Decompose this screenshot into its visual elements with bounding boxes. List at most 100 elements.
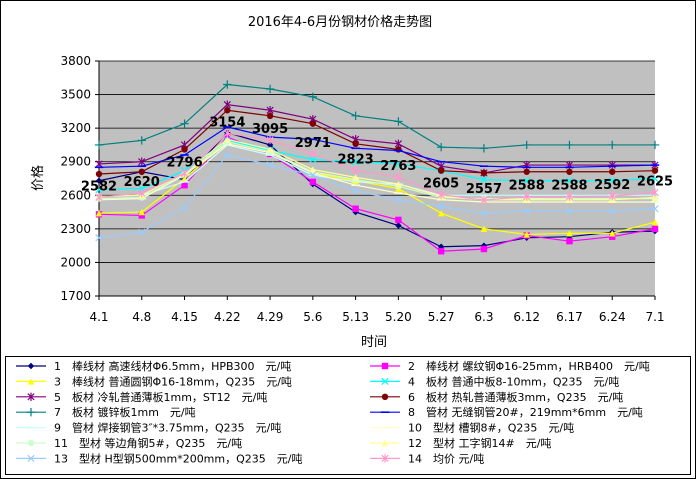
data-point <box>565 140 574 150</box>
data-point <box>138 208 145 216</box>
data-point <box>480 209 488 217</box>
data-point <box>351 187 360 195</box>
legend-label: 10 型材 槽钢8#，Q235 元/吨 <box>408 421 574 435</box>
data-point <box>651 174 659 183</box>
data-point <box>138 212 145 219</box>
data-point <box>566 168 573 175</box>
data-point <box>95 186 103 194</box>
data-point <box>224 107 231 114</box>
legend-label: 7 板材 镀锌板1mm 元/吨 <box>54 405 196 419</box>
data-point <box>480 225 488 233</box>
series-line <box>98 139 656 191</box>
data-point <box>309 149 317 158</box>
data-point <box>566 230 573 237</box>
data-point <box>609 230 616 237</box>
data-label: 2592 <box>594 178 630 193</box>
x-tick-label: 4.15 <box>171 310 198 324</box>
data-point <box>394 160 403 168</box>
data-label: 2588 <box>551 179 587 194</box>
legend-marker <box>27 454 35 463</box>
legend-item: 1 棒线材 高速线材Φ6.5mm，HPB300 元/吨 <box>16 359 291 373</box>
legend-marker <box>381 454 389 463</box>
data-point <box>437 209 445 217</box>
data-point <box>95 209 103 217</box>
legend-marker <box>27 392 35 401</box>
data-point <box>352 205 359 212</box>
data-point <box>352 174 359 181</box>
x-tick-label: 4.1 <box>89 310 108 324</box>
data-point <box>395 216 402 224</box>
y-tick-label: 2900 <box>60 155 91 169</box>
legend-marker <box>27 378 35 385</box>
data-point <box>523 231 530 238</box>
x-tick-label: 4.8 <box>132 310 151 324</box>
data-point <box>480 169 488 177</box>
data-point <box>180 119 189 128</box>
data-point <box>565 192 574 201</box>
data-label: 2557 <box>466 182 502 197</box>
y-tick-label: 2300 <box>60 222 91 236</box>
data-point <box>266 146 274 153</box>
data-point <box>523 177 531 185</box>
data-point <box>651 194 659 201</box>
y-tick-label: 2000 <box>60 255 91 269</box>
legend-marker <box>27 439 35 447</box>
data-label: 2625 <box>637 174 673 189</box>
data-point <box>522 140 531 150</box>
data-point <box>651 167 659 174</box>
data-label: 2605 <box>423 177 459 192</box>
data-point <box>95 177 103 184</box>
data-point <box>180 203 189 212</box>
data-point <box>523 192 531 201</box>
x-tick-label: 7.1 <box>645 310 664 324</box>
series-line <box>98 136 656 252</box>
data-point <box>95 170 103 178</box>
data-point <box>138 228 146 236</box>
data-point <box>137 136 146 145</box>
data-point <box>395 222 402 229</box>
data-point <box>437 190 445 199</box>
x-tick-label: 5.6 <box>303 310 322 324</box>
data-point <box>351 166 360 175</box>
data-point <box>95 234 103 242</box>
x-axis-label: 时间 <box>361 335 387 350</box>
data-label: 2582 <box>81 179 117 194</box>
legend-label: 9 管材 焊接钢管3″*3.75mm，Q235 元/吨 <box>54 421 281 435</box>
data-point <box>394 117 403 126</box>
data-point <box>436 142 446 152</box>
series-line <box>98 83 655 149</box>
legend-item: 9 管材 焊接钢管3″*3.75mm，Q235 元/吨 <box>16 421 281 435</box>
data-point <box>180 169 189 178</box>
data-point <box>266 161 274 169</box>
legend-item: 3 棒线材 普通圆钢Φ16-18mm，Q235 元/吨 <box>16 374 292 388</box>
x-tick-label: 6.17 <box>556 310 583 324</box>
y-tick-label: 3800 <box>60 54 91 68</box>
legend-label: 11 型材 等边角钢5#，Q235 元/吨 <box>54 436 242 450</box>
data-point <box>138 157 146 166</box>
x-tick-label: 5.13 <box>342 310 369 324</box>
legend-item: 13 型材 H型钢500mm*200mm，Q235 元/吨 <box>16 451 302 465</box>
series-line <box>98 154 656 239</box>
data-point <box>352 140 359 148</box>
legend-label: 8 管材 无缝钢管20#，219mm*6mm 元/吨 <box>408 405 643 419</box>
legend: 1 棒线材 高速线材Φ6.5mm，HPB300 元/吨 2 棒线材 螺纹钢Φ16-… <box>16 359 650 465</box>
data-point <box>223 129 231 138</box>
data-labels: 2582 2620 2796 3154 3095 2971 2823 2763 2605 2557… <box>81 115 673 197</box>
x-tick-label: 5.27 <box>428 310 455 324</box>
data-point <box>651 225 659 233</box>
data-point <box>651 205 659 213</box>
data-label: 2971 <box>295 136 331 151</box>
data-point <box>608 160 616 170</box>
legend-label: 12 型材 工字钢14# 元/吨 <box>408 436 551 450</box>
data-point <box>309 178 317 186</box>
legend-item: 14 均价 元/吨 <box>370 452 484 465</box>
x-tick-label: 6.3 <box>474 310 493 324</box>
data-point <box>608 207 616 215</box>
series-line <box>98 132 656 201</box>
data-point <box>565 207 574 215</box>
data-point <box>181 182 188 189</box>
data-point <box>266 112 274 120</box>
series-line <box>98 143 655 203</box>
data-point <box>309 155 317 164</box>
